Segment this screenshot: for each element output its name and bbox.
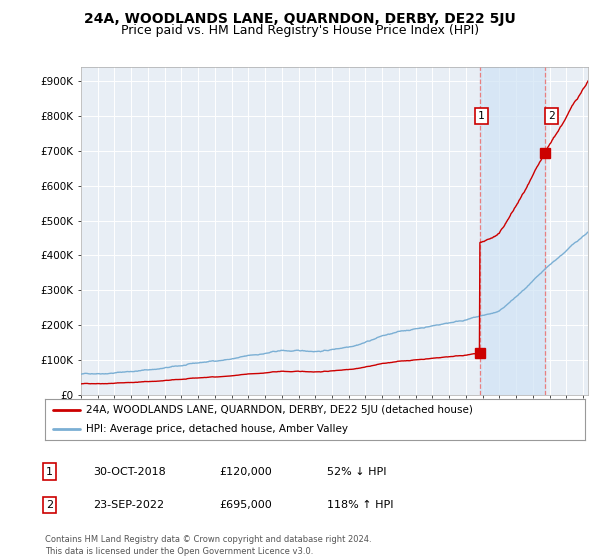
Text: 24A, WOODLANDS LANE, QUARNDON, DERBY, DE22 5JU: 24A, WOODLANDS LANE, QUARNDON, DERBY, DE… [84,12,516,26]
Text: 52% ↓ HPI: 52% ↓ HPI [327,466,386,477]
Text: 30-OCT-2018: 30-OCT-2018 [93,466,166,477]
Text: 2: 2 [548,111,555,121]
Text: 24A, WOODLANDS LANE, QUARNDON, DERBY, DE22 5JU (detached house): 24A, WOODLANDS LANE, QUARNDON, DERBY, DE… [86,405,472,415]
Text: Price paid vs. HM Land Registry's House Price Index (HPI): Price paid vs. HM Land Registry's House … [121,24,479,36]
Text: 1: 1 [46,466,53,477]
Text: £695,000: £695,000 [219,500,272,510]
Bar [480,67,545,395]
Text: 23-SEP-2022: 23-SEP-2022 [93,500,164,510]
Text: HPI: Average price, detached house, Amber Valley: HPI: Average price, detached house, Ambe… [86,424,347,433]
Text: Contains HM Land Registry data © Crown copyright and database right 2024.
This d: Contains HM Land Registry data © Crown c… [45,535,371,556]
Text: 1: 1 [478,111,485,121]
Text: 118% ↑ HPI: 118% ↑ HPI [327,500,394,510]
Text: £120,000: £120,000 [219,466,272,477]
Text: 2: 2 [46,500,53,510]
